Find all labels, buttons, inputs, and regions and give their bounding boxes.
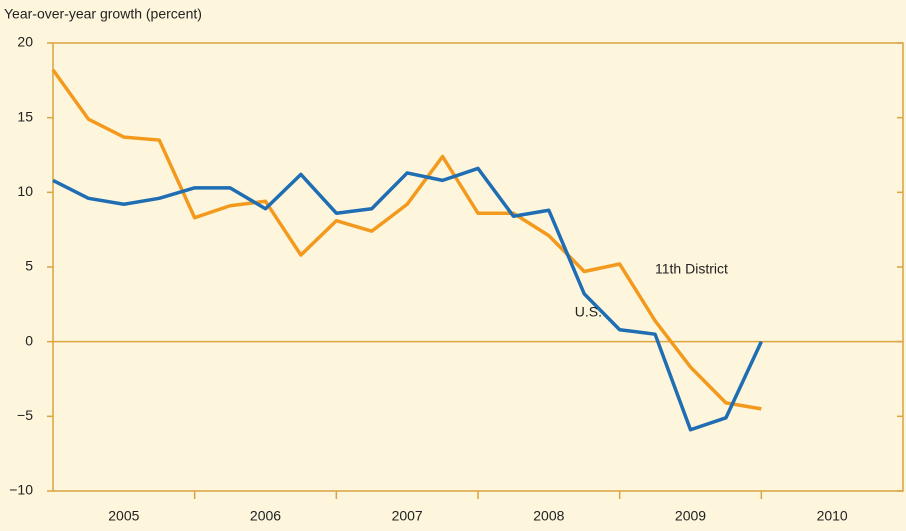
y-tick-label: 5 [25, 258, 33, 274]
series-label: U.S. [575, 304, 602, 320]
series-line [51, 68, 762, 411]
x-tick-label: 2007 [392, 508, 423, 524]
x-tick-label: 2009 [675, 508, 706, 524]
y-axis-label: Year-over-year growth (percent) [4, 6, 202, 22]
y-tick-label: 20 [17, 34, 33, 50]
x-tick-label: 2008 [533, 508, 564, 524]
y-tick-label: 10 [17, 183, 33, 199]
x-tick-label: 2010 [817, 508, 848, 524]
y-tick-label: −10 [9, 482, 33, 498]
y-tick-label: 15 [17, 108, 33, 124]
x-tick-label: 2006 [250, 508, 281, 524]
y-tick-label: −5 [17, 407, 33, 423]
plot-frame [52, 42, 904, 492]
y-tick-label: 0 [25, 332, 33, 348]
series-line [52, 166, 763, 432]
x-tick-label: 2005 [108, 508, 139, 524]
series-label: 11th District [655, 261, 728, 277]
